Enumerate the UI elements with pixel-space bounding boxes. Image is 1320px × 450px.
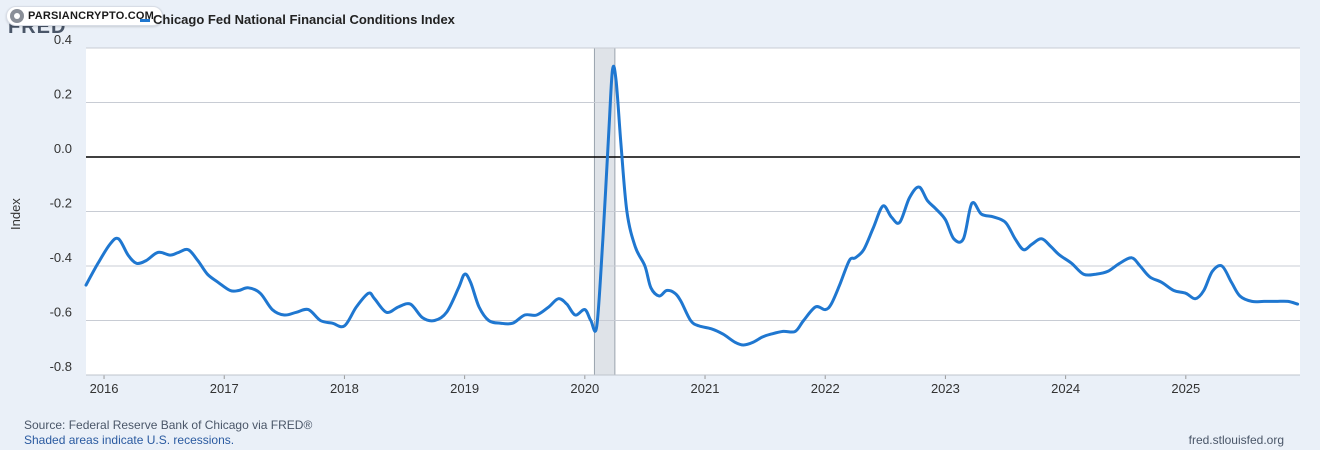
x-tick-label: 2019 xyxy=(450,381,479,396)
x-tick-label: 2023 xyxy=(931,381,960,396)
x-tick-label: 2022 xyxy=(811,381,840,396)
x-tick-label: 2024 xyxy=(1051,381,1080,396)
series-line xyxy=(84,64,1300,347)
footer-url[interactable]: fred.stlouisfed.org xyxy=(1188,433,1284,447)
x-tick-label: 2016 xyxy=(90,381,119,396)
footer-source: Source: Federal Reserve Bank of Chicago … xyxy=(24,418,313,432)
y-tick-label: -0.2 xyxy=(50,196,72,211)
watermark-badge: PARSIANCRYPTO.COM xyxy=(6,6,164,26)
x-tick-label: 2017 xyxy=(210,381,239,396)
x-tick-label: 2020 xyxy=(570,381,599,396)
watermark-text: PARSIANCRYPTO.COM xyxy=(28,10,155,22)
x-tick-label: 2018 xyxy=(330,381,359,396)
y-axis-label: Index xyxy=(8,198,23,230)
y-tick-label: -0.4 xyxy=(50,250,72,265)
y-tick-label: 0.4 xyxy=(54,32,72,47)
footer-note: Shaded areas indicate U.S. recessions. xyxy=(24,433,235,447)
x-tick-label: 2021 xyxy=(691,381,720,396)
x-tick-label: 2025 xyxy=(1171,381,1200,396)
chart-header: FRED PARSIANCRYPTO.COM Chicago Fed Natio… xyxy=(0,0,700,40)
y-tick-label: -0.6 xyxy=(50,305,72,320)
y-tick-label: -0.8 xyxy=(50,359,72,374)
legend-swatch xyxy=(140,19,150,22)
chart-title[interactable]: Chicago Fed National Financial Condition… xyxy=(153,12,455,27)
watermark-logo-icon xyxy=(10,9,24,23)
y-tick-label: 0.0 xyxy=(54,141,72,156)
y-tick-label: 0.2 xyxy=(54,87,72,102)
